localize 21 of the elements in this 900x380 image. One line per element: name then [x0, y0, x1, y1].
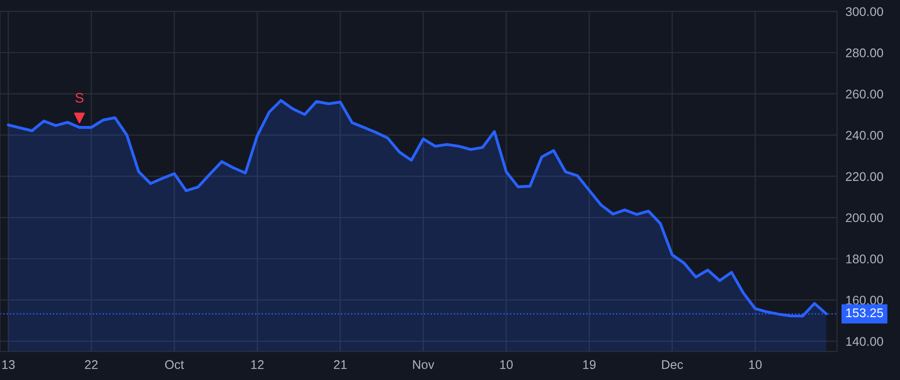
y-tick-label: 140.00: [846, 336, 884, 346]
y-tick-label: 240.00: [846, 130, 884, 140]
x-tick-label: 12: [251, 360, 264, 369]
x-tick-label: 22: [84, 360, 98, 369]
y-tick-label: 260.00: [846, 90, 884, 98]
x-tick-label: 13: [2, 360, 15, 370]
x-tick-label: 21: [334, 360, 347, 369]
x-tick-label: Dec: [662, 360, 683, 370]
series-label: S: [75, 92, 84, 103]
x-tick-label: 19: [583, 360, 596, 370]
x-tick-label: Oct: [165, 360, 184, 370]
y-tick-label: 200.00: [846, 213, 884, 222]
ref-line-label: 153.25: [846, 308, 884, 318]
y-tick-label: 160.00: [846, 296, 884, 305]
x-tick-label: Nov: [413, 360, 434, 370]
y-tick-label: 280.00: [846, 48, 884, 58]
y-tick-label: 180.00: [846, 254, 884, 264]
x-tick-label: 10: [500, 360, 513, 370]
x-tick-label: 10: [749, 360, 762, 370]
y-tick-label: 300.00: [846, 7, 884, 16]
y-tick-label: 220.00: [846, 172, 884, 181]
